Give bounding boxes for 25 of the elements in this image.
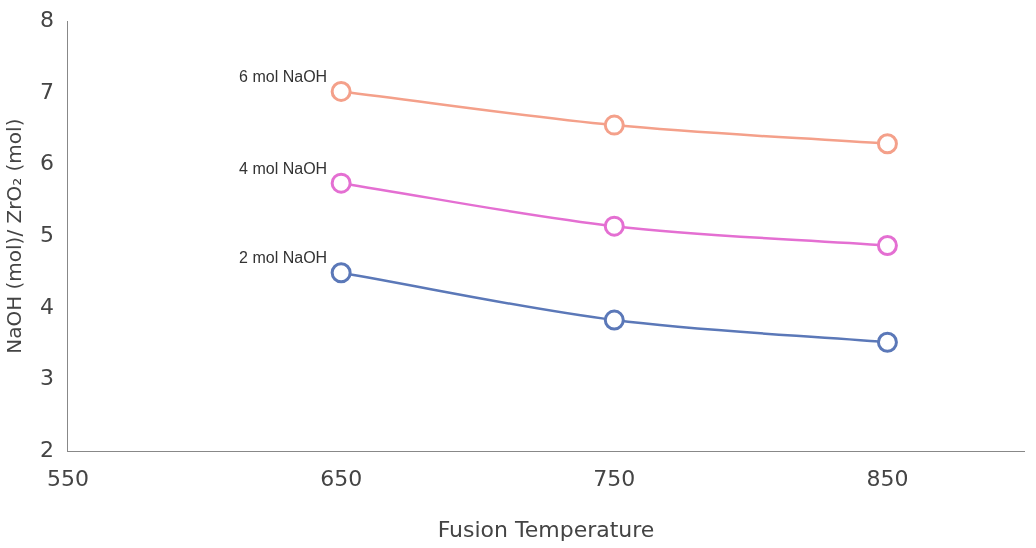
point (330, 172, 352, 194)
y-axis-title: NaOH (mol)/ ZrO₂ (mol) (2, 118, 27, 354)
series-label: 2 mol NaOH (239, 249, 328, 267)
point (876, 235, 898, 257)
series-label: 6 mol NaOH (239, 67, 328, 85)
point (330, 80, 352, 102)
y-tick-label: 4 (40, 293, 54, 319)
point (330, 262, 352, 284)
x-tick-label: 850 (866, 466, 909, 492)
point (603, 309, 625, 331)
y-tick-label: 6 (40, 150, 54, 176)
point (603, 114, 625, 136)
x-tick-label: 750 (593, 466, 636, 492)
y-tick-label: 7 (40, 78, 54, 104)
x-tick-label: 650 (320, 466, 363, 492)
y-tick-label: 8 (40, 6, 54, 32)
y-tick-label: 5 (40, 221, 54, 247)
y-tick-label: 2 (40, 436, 54, 462)
y-tick-label: 3 (40, 365, 54, 391)
x-axis-title: Fusion Temperature (437, 516, 655, 542)
point (876, 133, 898, 155)
point (876, 331, 898, 353)
x-tick-label: 550 (47, 466, 89, 492)
point (603, 215, 625, 237)
series-label: 4 mol NaOH (239, 159, 328, 177)
